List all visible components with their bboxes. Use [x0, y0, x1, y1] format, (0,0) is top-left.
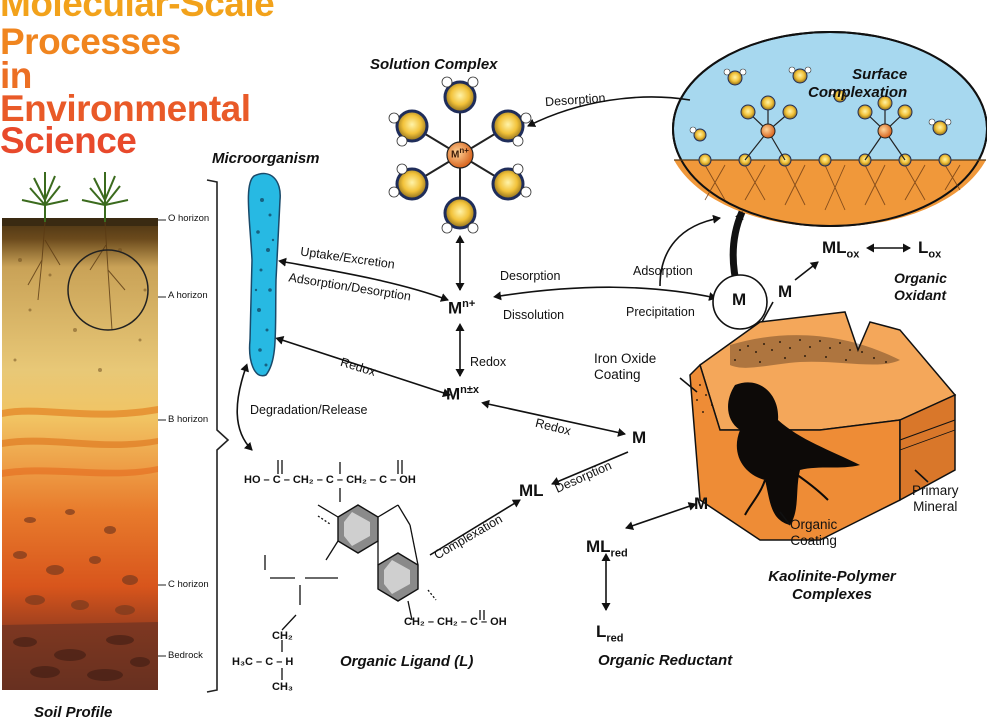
formula-ch3: CH₃ [272, 681, 293, 693]
species-ml-red-base: ML [586, 537, 611, 556]
label-organic-coating-line1: Organic [790, 517, 838, 532]
surface-complexation [672, 31, 987, 227]
label-precipitation: Precipitation [626, 305, 695, 319]
title-line-2: Processes [0, 21, 181, 62]
formula-chain-right: CH₂ – CH₂ – C – OH [404, 616, 507, 628]
label-iron-oxide-coating: Iron Oxide Coating [594, 351, 656, 383]
horizon-bedrock: Bedrock [168, 650, 203, 661]
heading-organic-oxidant: Organic Oxidant [894, 270, 947, 304]
heading-organic-reductant: Organic Reductant [598, 652, 733, 669]
species-m-n-plus: Mn+ [448, 298, 475, 319]
heading-surface-line1: Surface [852, 66, 908, 83]
heading-kaolinite: Kaolinite-Polymer Complexes [742, 568, 922, 604]
kaolinite-block [689, 311, 957, 541]
organic-ligand-structure [264, 460, 485, 680]
heading-oxidant-line2: Oxidant [894, 287, 947, 303]
species-solution-ion-base: M [451, 149, 460, 161]
species-solution-ion-sup: n+ [459, 146, 469, 155]
species-ml-red-sub: red [610, 547, 628, 560]
species-l-ox-base: L [918, 238, 929, 257]
title-line-5: Science [0, 120, 137, 161]
label-primary-mineral: Primary Mineral [912, 483, 959, 515]
title-line-1: Molecular-Scale [0, 0, 275, 24]
label-redox-center: Redox [470, 355, 507, 369]
species-ml: ML [519, 481, 544, 500]
label-organic-coating-line2: Coating [790, 533, 837, 548]
horizon-b: B horizon [168, 414, 209, 425]
profile-bracket [206, 179, 230, 693]
heading-oxidant-line1: Organic [894, 270, 947, 286]
process-arrows [236, 96, 929, 611]
label-iron-oxide-line2: Coating [594, 367, 641, 382]
species-l-ox: Lox [918, 238, 941, 260]
formula-ch2: CH₂ [272, 630, 293, 642]
title-line-4: Environmental [0, 88, 251, 129]
heading-soil-profile: Soil Profile [34, 704, 113, 721]
species-m-right: M [778, 282, 793, 301]
soil-profile [2, 172, 166, 690]
heading-surface-complexation: Surface Complexation [808, 66, 907, 102]
label-primary-line1: Primary [912, 483, 959, 498]
heading-surface-line2: Complexation [808, 84, 908, 101]
species-l-ox-sub: ox [928, 248, 942, 261]
horizon-a: A horizon [168, 290, 208, 301]
horizon-o: O horizon [168, 213, 210, 224]
species-l-red-sub: red [606, 632, 624, 645]
heading-organic-ligand: Organic Ligand (L) [340, 653, 474, 670]
horizon-c: C horizon [168, 579, 209, 590]
species-m-n-pm-x-base: M [446, 384, 461, 404]
label-adsorption: Adsorption [633, 264, 693, 278]
microorganism-cell [247, 172, 281, 377]
formula-isopropyl: H₃C – C – H [232, 656, 294, 668]
label-organic-coating: Organic Coating [790, 517, 837, 549]
species-l-red-base: L [596, 622, 607, 641]
surface-m-circle [712, 274, 768, 330]
label-primary-line2: Mineral [913, 499, 958, 514]
species-ml-ox-sub: ox [846, 248, 860, 261]
heading-kaolinite-line1: Kaolinite-Polymer [768, 568, 896, 585]
title-line-3: in [0, 55, 32, 96]
species-solution-ion: Mn+ [451, 146, 469, 160]
species-l-red: Lred [596, 622, 624, 644]
label-desorption-mid: Desorption [500, 269, 561, 283]
heading-microorganism: Microorganism [212, 150, 320, 167]
species-ml-ox: MLox [822, 238, 859, 260]
heading-solution-complex: Solution Complex [370, 56, 498, 73]
label-dissolution: Dissolution [503, 308, 565, 322]
label-degradation-release: Degradation/Release [250, 403, 368, 417]
species-m-n-plus-sup: n+ [462, 298, 476, 310]
formula-chain-top: HO – C – CH₂ – C – CH₂ – C – OH [244, 474, 416, 486]
species-m-n-pm-x: Mn±x [446, 384, 479, 405]
heading-kaolinite-line2: Complexes [791, 586, 873, 603]
species-m-circle: M [732, 290, 747, 309]
label-iron-oxide-line1: Iron Oxide [594, 351, 657, 366]
species-m-center: M [632, 428, 647, 447]
species-m-n-plus-base: M [448, 298, 463, 318]
species-m-n-pm-x-sup: n±x [460, 384, 480, 396]
species-ml-red: MLred [586, 537, 628, 559]
species-m-lower: M [694, 494, 709, 513]
species-ml-ox-base: ML [822, 238, 847, 257]
solution-complex [388, 76, 532, 234]
